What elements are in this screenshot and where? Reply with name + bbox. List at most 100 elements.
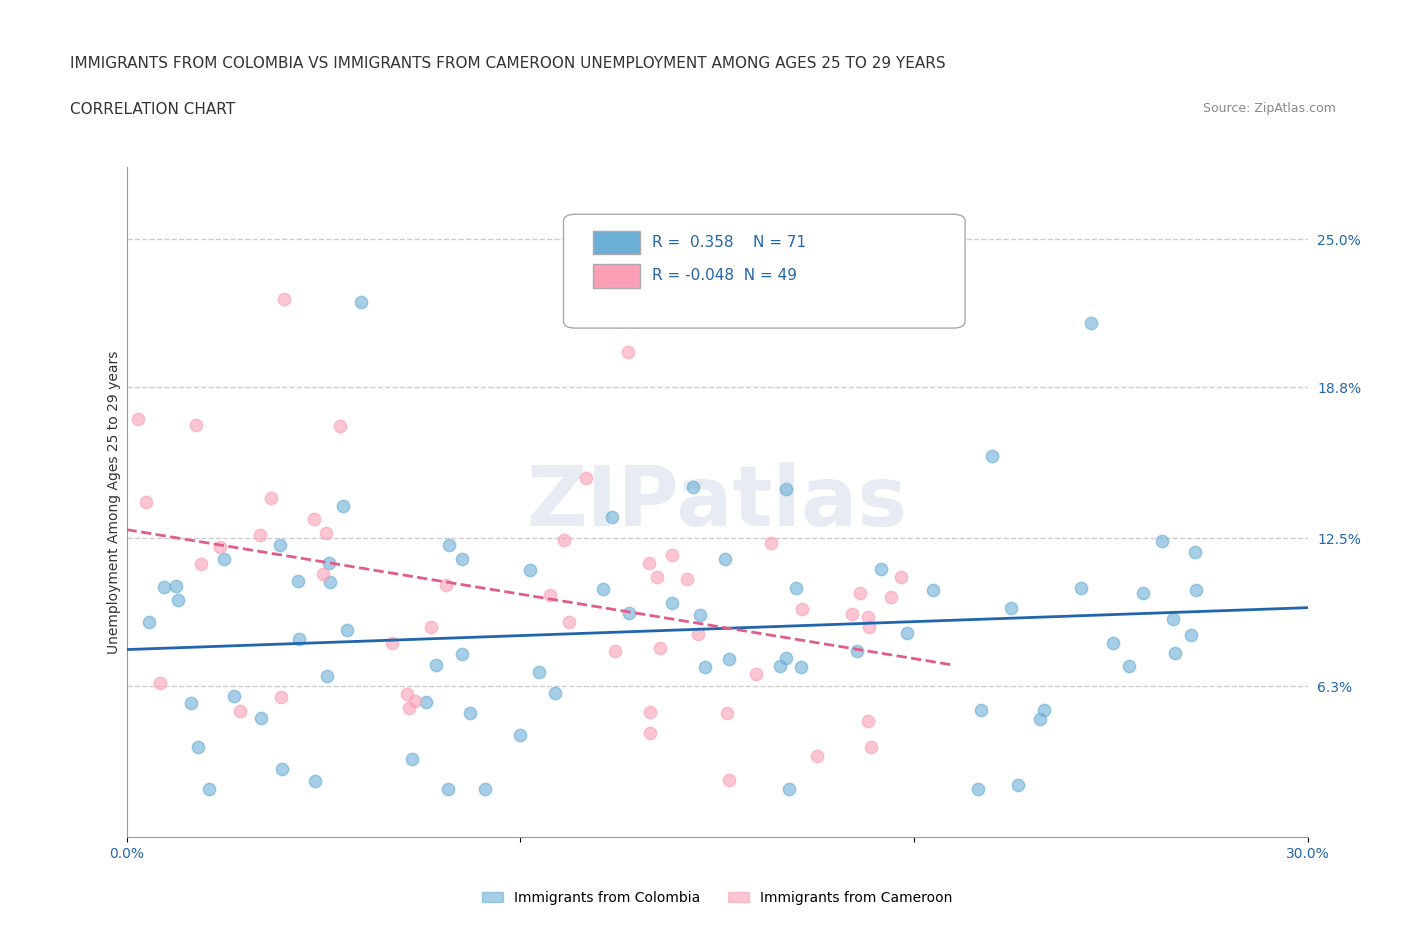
- Point: [1033, 702, 1056, 717]
- Point: [436, 782, 458, 797]
- Point: [686, 627, 709, 642]
- Point: [880, 590, 903, 604]
- Point: [617, 344, 640, 359]
- Point: [332, 498, 354, 513]
- Point: [419, 619, 441, 634]
- Point: [529, 664, 551, 679]
- Point: [329, 418, 352, 433]
- Point: [304, 774, 326, 789]
- Point: [287, 574, 309, 589]
- Point: [224, 688, 246, 703]
- Point: [1070, 581, 1092, 596]
- Point: [675, 572, 697, 587]
- Point: [336, 622, 359, 637]
- Point: [404, 693, 426, 708]
- Point: [859, 739, 882, 754]
- FancyBboxPatch shape: [564, 214, 965, 328]
- Point: [415, 695, 437, 710]
- Point: [896, 626, 918, 641]
- Point: [287, 631, 309, 646]
- Point: [1163, 645, 1185, 660]
- Point: [349, 295, 371, 310]
- Point: [451, 551, 474, 566]
- Point: [922, 582, 945, 597]
- Point: [1161, 611, 1184, 626]
- Point: [792, 602, 814, 617]
- Point: [661, 595, 683, 610]
- Point: [318, 556, 340, 571]
- Point: [319, 575, 342, 590]
- Point: [184, 417, 207, 432]
- Point: [538, 588, 561, 603]
- Point: [165, 578, 187, 593]
- Point: [260, 490, 283, 505]
- Point: [209, 539, 232, 554]
- Point: [858, 619, 880, 634]
- Text: CORRELATION CHART: CORRELATION CHART: [70, 102, 235, 117]
- Point: [229, 704, 252, 719]
- Point: [135, 495, 157, 510]
- Point: [775, 650, 797, 665]
- Point: [1118, 658, 1140, 673]
- Point: [1132, 586, 1154, 601]
- Y-axis label: Unemployment Among Ages 25 to 29 years: Unemployment Among Ages 25 to 29 years: [107, 351, 121, 654]
- Point: [474, 782, 496, 797]
- Point: [1029, 711, 1052, 726]
- Point: [869, 562, 891, 577]
- Point: [166, 593, 188, 608]
- Point: [1184, 545, 1206, 560]
- Point: [890, 569, 912, 584]
- Point: [509, 728, 531, 743]
- Point: [153, 580, 176, 595]
- Point: [619, 605, 641, 620]
- Point: [381, 635, 404, 650]
- Point: [592, 581, 614, 596]
- Point: [544, 685, 567, 700]
- Point: [149, 675, 172, 690]
- Point: [693, 659, 716, 674]
- Point: [981, 449, 1004, 464]
- Point: [398, 700, 420, 715]
- Point: [768, 659, 790, 674]
- Point: [1102, 635, 1125, 650]
- Text: ZIPatlas: ZIPatlas: [527, 461, 907, 543]
- Text: IMMIGRANTS FROM COLOMBIA VS IMMIGRANTS FROM CAMEROON UNEMPLOYMENT AMONG AGES 25 : IMMIGRANTS FROM COLOMBIA VS IMMIGRANTS F…: [70, 56, 946, 71]
- Point: [682, 480, 704, 495]
- Point: [966, 782, 988, 797]
- Point: [574, 471, 596, 485]
- Point: [845, 644, 868, 658]
- Point: [661, 547, 683, 562]
- Legend: Immigrants from Colombia, Immigrants from Cameroon: Immigrants from Colombia, Immigrants fro…: [477, 885, 957, 910]
- Point: [806, 749, 828, 764]
- Point: [775, 482, 797, 497]
- Point: [138, 614, 160, 629]
- Point: [718, 652, 741, 667]
- Point: [717, 773, 740, 788]
- Point: [647, 570, 669, 585]
- Point: [716, 706, 738, 721]
- Point: [778, 782, 800, 797]
- Point: [648, 641, 671, 656]
- Point: [437, 538, 460, 552]
- Point: [790, 660, 813, 675]
- Point: [212, 551, 235, 566]
- Point: [425, 658, 447, 672]
- Point: [250, 711, 273, 725]
- Point: [1184, 582, 1206, 597]
- Point: [713, 551, 735, 566]
- Point: [640, 725, 662, 740]
- Point: [273, 291, 295, 306]
- Bar: [593, 231, 640, 255]
- Point: [1080, 315, 1102, 330]
- Text: Source: ZipAtlas.com: Source: ZipAtlas.com: [1202, 102, 1336, 115]
- Point: [187, 739, 209, 754]
- Point: [638, 704, 661, 719]
- Point: [401, 752, 423, 767]
- Point: [395, 686, 418, 701]
- Point: [197, 782, 219, 797]
- Point: [553, 533, 575, 548]
- Point: [638, 555, 661, 570]
- Point: [1007, 777, 1029, 792]
- Point: [761, 536, 783, 551]
- Bar: [593, 264, 640, 288]
